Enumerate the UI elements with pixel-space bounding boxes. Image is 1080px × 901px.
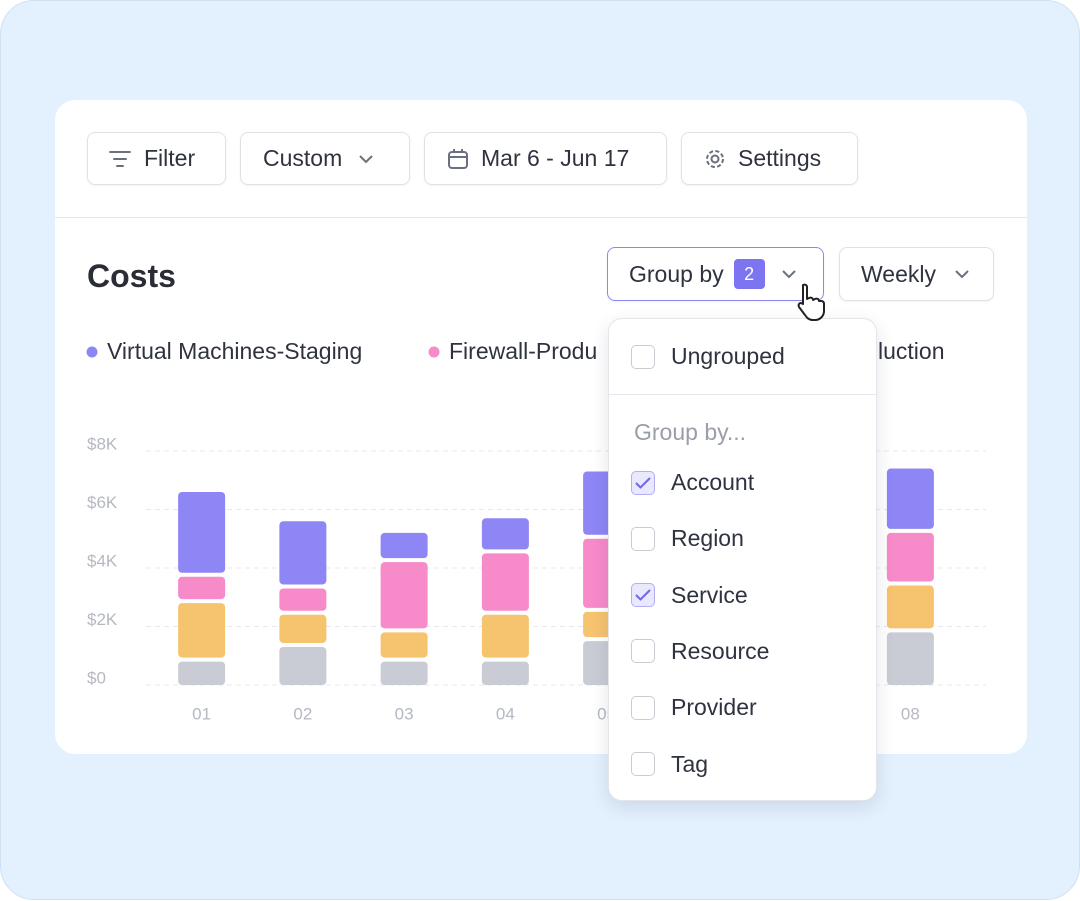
bar-segment [380, 661, 428, 685]
chevron [359, 154, 373, 163]
bar-segment [178, 661, 226, 685]
divider [55, 217, 1027, 218]
y-tick-label: $0 [87, 668, 106, 687]
bar-segment [481, 553, 529, 611]
custom-label: Custom [263, 145, 343, 171]
group-count-badge: 2 [733, 259, 765, 289]
option-label: Provider [671, 694, 757, 721]
bar-segment [279, 646, 327, 685]
option-label: Service [671, 581, 748, 608]
bar-segment [886, 468, 934, 529]
legend-label: luction [878, 338, 944, 364]
check-mark [635, 476, 651, 489]
y-tick-label: $8K [87, 434, 118, 453]
x-tick-label: 02 [293, 704, 312, 723]
bar-segment [886, 585, 934, 629]
group-by-label: Group by [629, 260, 724, 287]
chevron [955, 270, 969, 279]
date-label: Mar 6 - Jun 17 [481, 145, 630, 171]
bar-segment [178, 603, 226, 658]
bar-segment [886, 532, 934, 582]
group-by-button[interactable]: Group by 2 [607, 247, 824, 301]
filter-icon [109, 150, 131, 167]
legend-dot [86, 346, 98, 358]
bar-segment [380, 632, 428, 658]
checkbox[interactable] [631, 695, 655, 720]
bar-segment [380, 562, 428, 629]
menu-divider [609, 394, 876, 395]
check-mark [635, 589, 651, 602]
interval-select[interactable]: Weekly [839, 247, 994, 301]
settings-button[interactable]: Settings [681, 132, 858, 185]
checkbox[interactable] [631, 344, 655, 369]
bar-segment [279, 614, 327, 643]
group-option[interactable]: Service [631, 582, 748, 609]
ungrouped-option[interactable]: Ungrouped [631, 343, 785, 370]
x-tick-label: 01 [192, 704, 211, 723]
checkbox[interactable] [631, 470, 655, 495]
group-by-dropdown: Ungrouped Group by... Account Region Servi… [608, 318, 877, 801]
bar-segment [886, 632, 934, 685]
section-label: Group by... [634, 419, 747, 445]
bar-segment [279, 588, 327, 611]
option-label: Resource [671, 637, 770, 664]
bar-segment [380, 532, 428, 559]
chevron [781, 270, 796, 279]
bar-segment [178, 491, 226, 573]
group-option[interactable]: Region [631, 525, 744, 552]
y-tick-label: $2K [87, 610, 118, 629]
checkbox[interactable] [631, 583, 655, 608]
chart-title: Costs [87, 258, 176, 294]
option-label: Tag [671, 750, 709, 777]
legend-label: Virtual Machines-Staging [107, 338, 362, 364]
x-tick-label: 04 [496, 704, 515, 723]
bar-segment [481, 661, 529, 685]
bar-segment [481, 614, 529, 658]
x-tick-label: 03 [395, 704, 414, 723]
legend-dot [428, 346, 440, 358]
x-tick-label: 08 [901, 704, 920, 723]
bar-segment [178, 576, 226, 600]
checkbox[interactable] [631, 752, 655, 776]
group-option[interactable]: Provider [631, 694, 757, 721]
option-label: Region [671, 525, 744, 552]
calendar-icon [448, 148, 468, 169]
gear-icon [706, 149, 724, 168]
filter-button[interactable]: Filter [87, 132, 226, 185]
y-tick-label: $4K [87, 551, 118, 570]
settings-label: Settings [738, 145, 822, 171]
filter-label: Filter [144, 145, 196, 171]
interval-label: Weekly [861, 260, 936, 287]
y-tick-label: $6K [87, 493, 118, 512]
option-label: Ungrouped [671, 343, 785, 369]
option-label: Account [671, 469, 755, 495]
custom-select[interactable]: Custom [240, 132, 410, 185]
group-option[interactable]: Resource [631, 638, 769, 665]
group-option[interactable]: Tag [631, 751, 708, 778]
group-option[interactable]: Account [631, 469, 754, 496]
bar-segment [279, 521, 327, 585]
legend-label: Firewall-Produ [449, 338, 597, 364]
checkbox[interactable] [631, 639, 655, 664]
checkbox[interactable] [631, 526, 655, 551]
bar-segment [481, 518, 529, 550]
cursor [797, 283, 825, 321]
date-button[interactable]: Mar 6 - Jun 17 [424, 132, 667, 185]
